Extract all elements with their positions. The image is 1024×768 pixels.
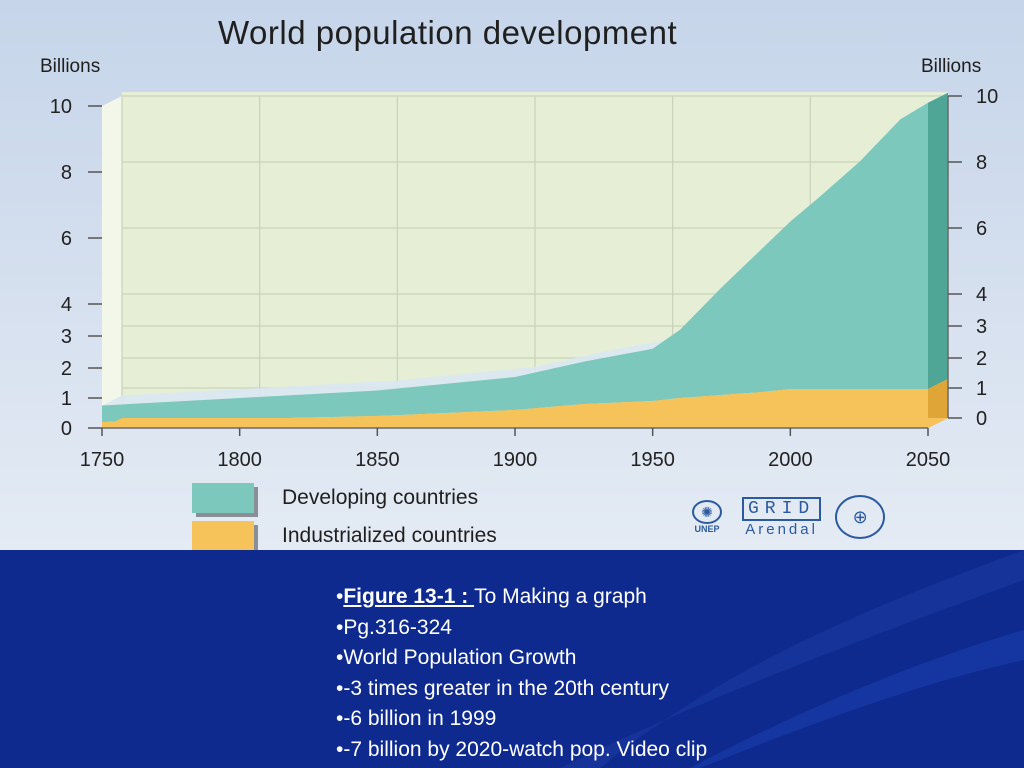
right-y-tick-label: 3 bbox=[976, 316, 987, 338]
legend-item-developing: Developing countries bbox=[192, 480, 497, 516]
left-y-tick-label: 8 bbox=[61, 162, 72, 184]
legend-label-industrialized: Industrialized countries bbox=[282, 524, 497, 547]
right-y-tick-label: 6 bbox=[976, 218, 987, 240]
bullet-marker: • bbox=[336, 646, 344, 669]
bullet-list: •Figure 13-1 : To Making a graph •Pg.316-… bbox=[336, 582, 707, 765]
background-swoosh bbox=[560, 550, 1024, 768]
right-axis-unit-label: Billions bbox=[921, 56, 982, 77]
right-y-tick-label: 2 bbox=[976, 348, 987, 370]
population-chart: 0 1 2 3 4 6 8 10 0 1 2 3 4 6 8 10 1750 1800 1850 1900 1950 20… bbox=[50, 86, 999, 471]
bullet-item: •Pg.316-324 bbox=[336, 613, 707, 644]
x-tick-label: 2050 bbox=[906, 449, 951, 471]
left-y-tick-label: 2 bbox=[61, 358, 72, 380]
right-y-tick-label: 10 bbox=[976, 86, 998, 108]
legend-swatch-industrialized bbox=[192, 521, 254, 551]
grid-arendal-logo: GRID Arendal bbox=[742, 496, 822, 538]
figure-panel: 0 1 2 3 4 6 8 10 0 1 2 3 4 6 8 10 1750 1800 1850 1900 1950 20… bbox=[0, 0, 1024, 551]
developing-countries-area bbox=[102, 102, 928, 422]
un-emblem-icon: ⊕ bbox=[835, 495, 886, 539]
bullet-text: -6 billion in 1999 bbox=[343, 707, 497, 730]
bullet-marker: • bbox=[336, 615, 344, 639]
x-tick-label: 2000 bbox=[768, 449, 813, 471]
unep-logo-text: UNEP bbox=[694, 524, 720, 534]
right-y-tick-label: 1 bbox=[976, 378, 987, 400]
bullet-item: •-6 billion in 1999 bbox=[336, 704, 707, 735]
bullet-marker: • bbox=[336, 737, 344, 761]
bullet-item: •-7 billion by 2020-watch pop. Video cli… bbox=[336, 735, 707, 766]
unep-emblem-icon: ✺ bbox=[692, 500, 722, 524]
chart-legend: Developing countries Industrialized coun… bbox=[192, 480, 497, 556]
left-y-tick-label: 0 bbox=[61, 418, 72, 440]
x-tick-label: 1850 bbox=[355, 449, 400, 471]
left-y-tick-label: 6 bbox=[61, 228, 72, 250]
grid-logo-text: GRID bbox=[742, 496, 822, 521]
bullet-text: -7 billion by 2020-watch pop. Video clip bbox=[343, 737, 708, 761]
chart-side-wall bbox=[102, 96, 122, 428]
x-tick-label: 1750 bbox=[80, 449, 125, 471]
slide-text-panel: •Figure 13-1 : To Making a graph •Pg.316-… bbox=[0, 550, 1024, 768]
arendal-logo-text: Arendal bbox=[745, 520, 818, 538]
figure-link[interactable]: Figure 13-1 : bbox=[343, 585, 475, 608]
legend-label-developing: Developing countries bbox=[282, 486, 479, 509]
chart-floor bbox=[102, 418, 948, 428]
bullet-marker: • bbox=[336, 676, 344, 700]
legend-item-industrialized: Industrialized countries bbox=[192, 518, 497, 554]
left-y-tick-label: 10 bbox=[50, 96, 72, 118]
bullet-text: -3 times greater in the 20th century bbox=[343, 676, 670, 700]
bullet-item: •-3 times greater in the 20th century bbox=[336, 674, 707, 705]
bullet-marker: • bbox=[336, 585, 344, 608]
industrialized-area-side-face bbox=[928, 379, 948, 428]
bullet-text: World Population Growth bbox=[343, 646, 577, 669]
sponsor-logos: ✺ UNEP GRID Arendal ⊕ bbox=[684, 495, 886, 539]
right-y-tick-label: 0 bbox=[976, 408, 987, 430]
right-y-tick-label: 8 bbox=[976, 152, 987, 174]
left-y-tick-label: 3 bbox=[61, 326, 72, 348]
left-axis-unit-label: Billions bbox=[40, 56, 101, 77]
x-tick-label: 1800 bbox=[217, 449, 262, 471]
bullet-text: Pg.316-324 bbox=[343, 615, 452, 639]
x-tick-label: 1950 bbox=[630, 449, 675, 471]
bullet-item: •Figure 13-1 : To Making a graph bbox=[336, 582, 707, 613]
bullet-item: •World Population Growth bbox=[336, 643, 707, 674]
legend-swatch-developing bbox=[192, 483, 254, 513]
bullet-marker: • bbox=[336, 707, 344, 730]
left-y-tick-label: 1 bbox=[61, 388, 72, 410]
bullet-text: To Making a graph bbox=[474, 585, 647, 608]
chart-title: World population development bbox=[218, 14, 678, 51]
unep-logo: ✺ UNEP bbox=[684, 500, 730, 534]
developing-area-side-face bbox=[928, 92, 948, 389]
x-tick-label: 1900 bbox=[493, 449, 538, 471]
right-y-tick-label: 4 bbox=[976, 284, 987, 306]
left-y-tick-label: 4 bbox=[61, 294, 72, 316]
